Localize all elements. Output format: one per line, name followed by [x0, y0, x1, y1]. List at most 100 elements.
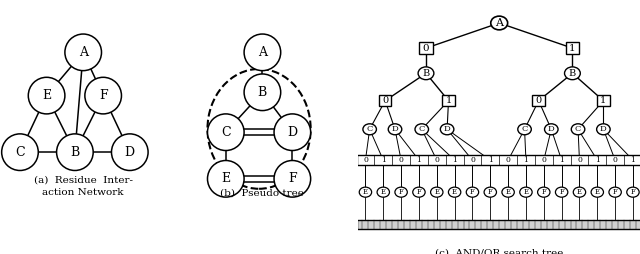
- Circle shape: [111, 134, 148, 170]
- Text: D: D: [444, 125, 451, 133]
- Text: F: F: [559, 188, 564, 196]
- Circle shape: [413, 187, 425, 197]
- Text: 0: 0: [422, 44, 429, 53]
- Text: E: E: [435, 188, 439, 196]
- Text: 0: 0: [470, 156, 475, 164]
- Text: 0: 0: [536, 96, 541, 105]
- Text: F: F: [612, 188, 618, 196]
- Text: F: F: [288, 172, 297, 185]
- Text: 0: 0: [541, 156, 546, 164]
- Bar: [356, 219, 640, 229]
- Circle shape: [418, 67, 434, 80]
- Circle shape: [556, 187, 568, 197]
- Bar: [597, 95, 610, 106]
- Circle shape: [274, 114, 310, 151]
- Circle shape: [545, 124, 558, 135]
- Circle shape: [491, 16, 508, 30]
- Bar: [356, 155, 640, 165]
- Circle shape: [65, 34, 102, 71]
- Text: E: E: [42, 89, 51, 102]
- Text: E: E: [524, 188, 529, 196]
- Text: 0: 0: [577, 156, 582, 164]
- Circle shape: [518, 124, 531, 135]
- Circle shape: [415, 124, 429, 135]
- Text: E: E: [577, 188, 582, 196]
- Text: E: E: [363, 188, 368, 196]
- Text: (c)  AND/OR search tree: (c) AND/OR search tree: [435, 248, 563, 254]
- Text: D: D: [287, 126, 298, 139]
- Text: 1: 1: [630, 156, 636, 164]
- Text: D: D: [600, 125, 607, 133]
- Circle shape: [484, 187, 497, 197]
- Text: E: E: [221, 172, 230, 185]
- Text: C: C: [575, 125, 581, 133]
- Circle shape: [207, 161, 244, 197]
- Text: F: F: [417, 188, 421, 196]
- Text: B: B: [258, 86, 267, 99]
- Circle shape: [627, 187, 639, 197]
- Circle shape: [395, 187, 407, 197]
- Circle shape: [591, 187, 604, 197]
- Text: 1: 1: [569, 44, 576, 53]
- Text: 1: 1: [595, 156, 600, 164]
- Text: E: E: [452, 188, 457, 196]
- Text: D: D: [125, 146, 135, 159]
- Text: 1: 1: [381, 156, 386, 164]
- Text: 0: 0: [612, 156, 618, 164]
- Text: E: E: [595, 188, 600, 196]
- Text: (a)  Residue  Inter-
action Network: (a) Residue Inter- action Network: [34, 176, 132, 197]
- Text: D: D: [392, 125, 398, 133]
- Text: E: E: [506, 188, 511, 196]
- Circle shape: [520, 187, 532, 197]
- Text: C: C: [367, 125, 373, 133]
- Circle shape: [244, 34, 281, 71]
- Bar: [379, 95, 392, 106]
- Circle shape: [274, 161, 310, 197]
- Circle shape: [363, 124, 376, 135]
- Text: C: C: [419, 125, 425, 133]
- Text: 1: 1: [559, 156, 564, 164]
- Circle shape: [572, 124, 585, 135]
- Text: A: A: [495, 18, 503, 28]
- Circle shape: [467, 187, 479, 197]
- Text: F: F: [630, 188, 636, 196]
- Circle shape: [244, 74, 281, 110]
- Text: B: B: [422, 69, 429, 78]
- Circle shape: [502, 187, 515, 197]
- Circle shape: [207, 114, 244, 151]
- Text: F: F: [488, 188, 493, 196]
- Text: (b)  Pseudo tree: (b) Pseudo tree: [220, 188, 305, 197]
- Circle shape: [85, 77, 122, 114]
- Text: A: A: [258, 46, 267, 59]
- Bar: [442, 95, 455, 106]
- Circle shape: [359, 187, 372, 197]
- Text: C: C: [15, 146, 25, 159]
- Circle shape: [28, 77, 65, 114]
- Circle shape: [431, 187, 443, 197]
- Circle shape: [564, 67, 580, 80]
- Circle shape: [2, 134, 38, 170]
- Text: 1: 1: [524, 156, 529, 164]
- Text: F: F: [470, 188, 475, 196]
- Text: A: A: [79, 46, 88, 59]
- Text: B: B: [70, 146, 79, 159]
- Text: 1: 1: [445, 96, 452, 105]
- Circle shape: [538, 187, 550, 197]
- Circle shape: [440, 124, 454, 135]
- Circle shape: [377, 187, 390, 197]
- Text: F: F: [99, 89, 108, 102]
- Text: E: E: [381, 188, 386, 196]
- Bar: [419, 42, 433, 54]
- Circle shape: [609, 187, 621, 197]
- Text: 1: 1: [417, 156, 421, 164]
- Text: 0: 0: [435, 156, 439, 164]
- Text: C: C: [221, 126, 230, 139]
- Text: 1: 1: [600, 96, 607, 105]
- Circle shape: [449, 187, 461, 197]
- Text: D: D: [548, 125, 555, 133]
- Text: 0: 0: [363, 156, 368, 164]
- Circle shape: [56, 134, 93, 170]
- Text: B: B: [569, 69, 576, 78]
- Circle shape: [573, 187, 586, 197]
- Text: 1: 1: [488, 156, 493, 164]
